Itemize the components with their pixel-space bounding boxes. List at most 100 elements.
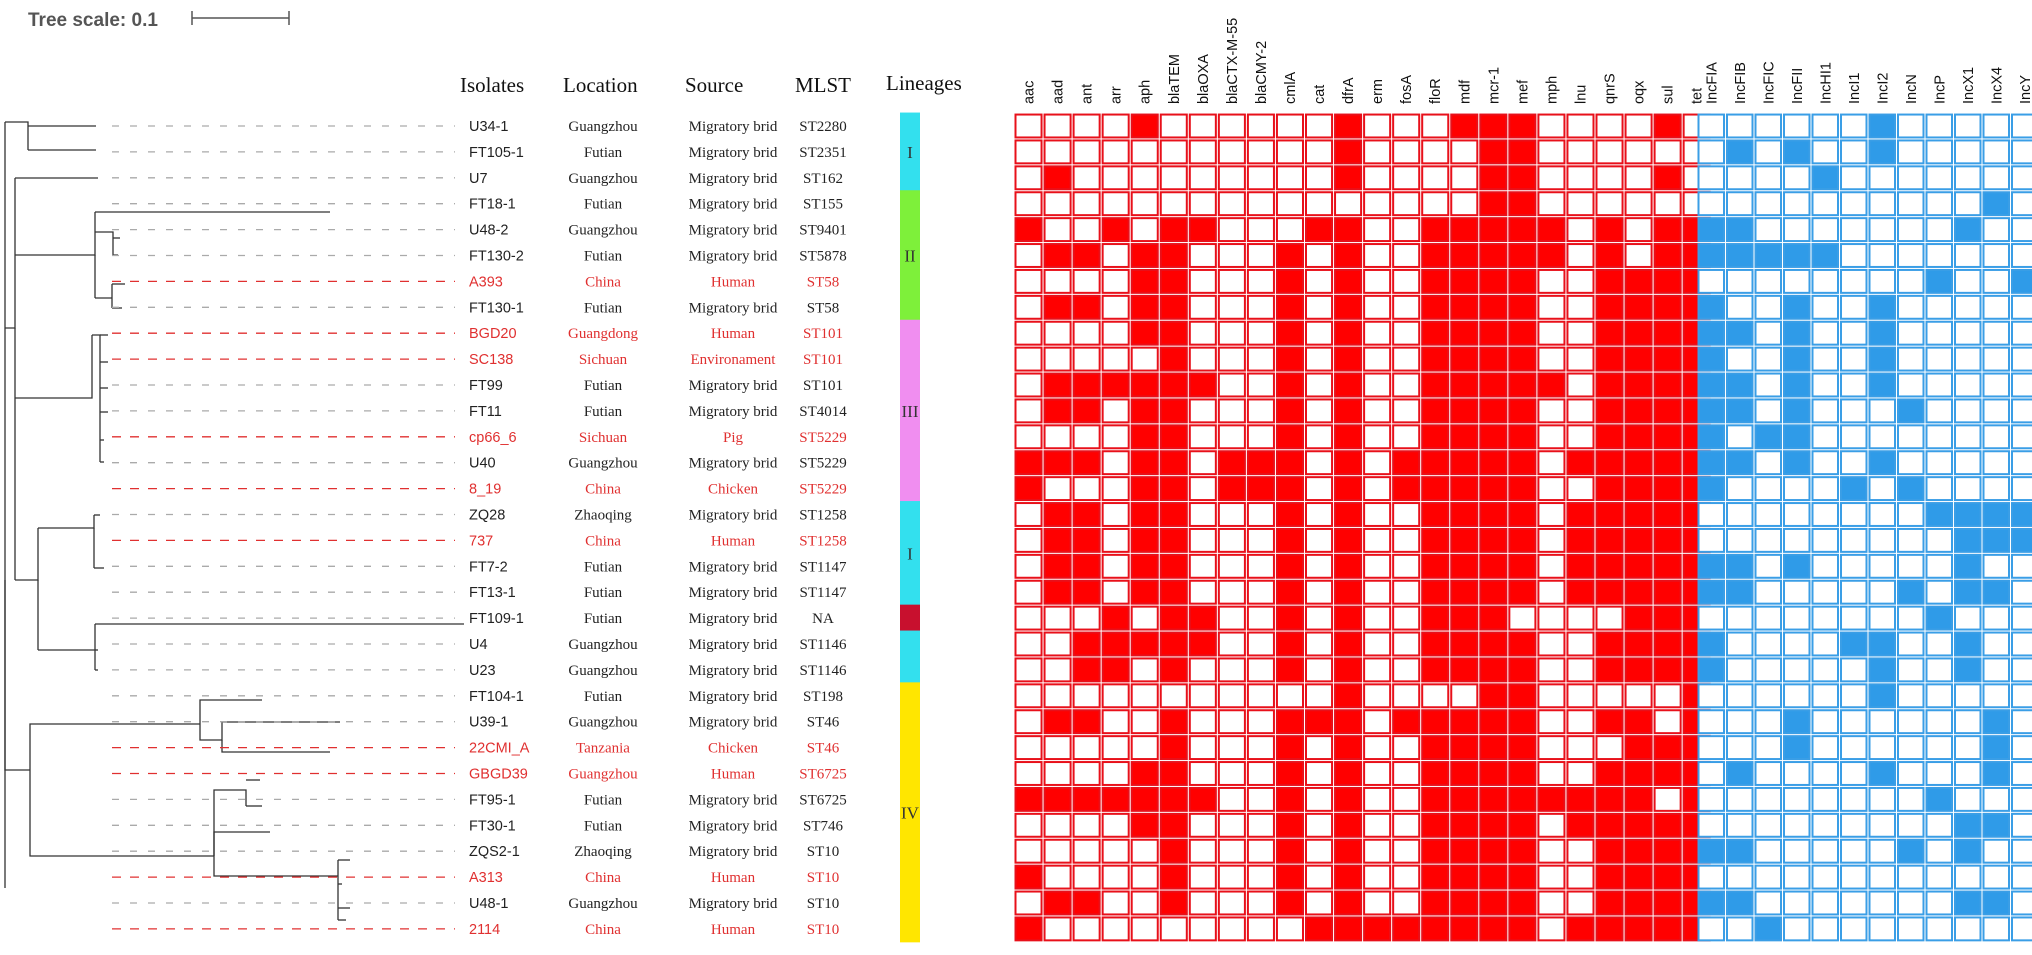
plasmid-cell-absent bbox=[1811, 890, 1839, 916]
arg-cell-present bbox=[1595, 838, 1624, 864]
plasmid-cell-absent bbox=[1783, 191, 1811, 217]
arg-cell-present bbox=[1072, 527, 1101, 553]
plasmid-cell-absent bbox=[1925, 424, 1953, 450]
arg-cell-present bbox=[1479, 735, 1508, 761]
isolate-row: FT130-2 Futian Migratory brid ST5878 bbox=[469, 249, 847, 265]
plasmid-cell-absent bbox=[1811, 553, 1839, 579]
plasmid-cell-absent bbox=[1897, 502, 1925, 527]
arg-cell-absent bbox=[1392, 424, 1421, 450]
plasmid-cell-absent bbox=[1868, 838, 1896, 864]
arg-cell-absent bbox=[1305, 579, 1334, 605]
plasmid-cell-absent bbox=[1754, 268, 1782, 294]
arg-cell-present bbox=[1101, 605, 1130, 631]
arg-cell-absent bbox=[1246, 502, 1275, 527]
arg-cell-present bbox=[1275, 709, 1304, 735]
arg-cell-absent bbox=[1566, 709, 1595, 735]
arg-cell-present bbox=[1450, 243, 1479, 268]
plasmid-cell-absent bbox=[1982, 838, 2010, 864]
arg-cell-present bbox=[1130, 812, 1159, 838]
arg-cell-absent bbox=[1217, 320, 1246, 346]
arg-cell-absent bbox=[1217, 631, 1246, 657]
isolate-name: 8_19 bbox=[469, 482, 501, 498]
plasmid-cell-absent bbox=[1897, 372, 1925, 398]
isolate-source: Human bbox=[711, 326, 756, 342]
arg-cell-absent bbox=[1537, 657, 1566, 683]
plasmid-cell-absent bbox=[1925, 553, 1953, 579]
plasmid-cell-absent bbox=[1840, 268, 1868, 294]
arg-cell-absent bbox=[1217, 165, 1246, 191]
isolate-row: U48-2 Guangzhou Migratory brid ST9401 bbox=[469, 223, 847, 239]
isolate-source: Chicken bbox=[708, 741, 758, 757]
gene-header: IncN bbox=[1904, 74, 1920, 104]
isolate-location: China bbox=[585, 482, 621, 498]
arg-cell-present bbox=[1130, 761, 1159, 786]
arg-cell-present bbox=[1421, 450, 1450, 476]
isolate-source: Migratory brid bbox=[689, 223, 778, 239]
arg-heatmap bbox=[1014, 113, 1711, 942]
arg-cell-present bbox=[1334, 346, 1363, 372]
arg-cell-absent bbox=[1246, 346, 1275, 372]
arg-cell-present bbox=[1275, 761, 1304, 786]
plasmid-cell-absent bbox=[1840, 346, 1868, 372]
plasmid-cell-present bbox=[1954, 553, 1982, 579]
plasmid-cell-present bbox=[1840, 476, 1868, 502]
plasmid-cell-absent bbox=[1811, 268, 1839, 294]
arg-cell-absent bbox=[1188, 424, 1217, 450]
plasmid-cell-absent bbox=[1982, 113, 2010, 139]
arg-cell-absent bbox=[1014, 553, 1043, 579]
arg-cell-present bbox=[1421, 553, 1450, 579]
plasmid-cell-absent bbox=[1954, 243, 1982, 268]
arg-cell-present bbox=[1334, 864, 1363, 890]
plasmid-cell-absent bbox=[1868, 812, 1896, 838]
plasmid-cell-present bbox=[1925, 786, 1953, 812]
isolate-row: U39-1 Guangzhou Migratory brid ST46 bbox=[469, 715, 840, 731]
arg-cell-absent bbox=[1043, 346, 1072, 372]
plasmid-cell-absent bbox=[1811, 709, 1839, 735]
arg-cell-absent bbox=[1450, 683, 1479, 709]
arg-cell-absent bbox=[1421, 113, 1450, 139]
arg-cell-absent bbox=[1101, 890, 1130, 916]
arg-cell-absent bbox=[1566, 631, 1595, 657]
plasmid-cell-present bbox=[1697, 424, 1725, 450]
arg-cell-present bbox=[1566, 527, 1595, 553]
arg-cell-absent bbox=[1653, 709, 1682, 735]
arg-cell-present bbox=[1653, 579, 1682, 605]
plasmid-cell-absent bbox=[1840, 527, 1868, 553]
arg-cell-present bbox=[1450, 916, 1479, 942]
arg-cell-present bbox=[1508, 372, 1537, 398]
plasmid-cell-absent bbox=[2011, 864, 2032, 890]
isolate-mlst: ST1258 bbox=[799, 533, 847, 549]
plasmid-cell-absent bbox=[2011, 890, 2032, 916]
arg-cell-present bbox=[1566, 812, 1595, 838]
isolate-mlst: ST46 bbox=[807, 741, 840, 757]
plasmid-cell-absent bbox=[1925, 683, 1953, 709]
gene-header: cat bbox=[1312, 85, 1328, 104]
tree-branch bbox=[199, 699, 262, 724]
isolate-row: FT109-1 Futian Migratory brid NA bbox=[469, 611, 834, 627]
gene-header: tet bbox=[1690, 88, 1706, 104]
plasmid-cell-absent bbox=[1868, 502, 1896, 527]
plasmid-cell-absent bbox=[1697, 165, 1725, 191]
arg-cell-present bbox=[1537, 786, 1566, 812]
plasmid-cell-absent bbox=[1925, 243, 1953, 268]
arg-cell-absent bbox=[1566, 890, 1595, 916]
arg-cell-present bbox=[1595, 890, 1624, 916]
plasmid-cell-absent bbox=[1954, 683, 1982, 709]
tree-branch bbox=[15, 212, 96, 256]
arg-cell-absent bbox=[1043, 191, 1072, 217]
plasmid-cell-absent bbox=[1982, 450, 2010, 476]
arg-cell-present bbox=[1450, 372, 1479, 398]
plasmid-cell-absent bbox=[1754, 502, 1782, 527]
arg-cell-present bbox=[1653, 165, 1682, 191]
plasmid-cell-absent bbox=[1697, 502, 1725, 527]
plasmid-cell-absent bbox=[2011, 139, 2032, 165]
isolate-name: FT7-2 bbox=[469, 559, 508, 575]
plasmid-cell-absent bbox=[1726, 683, 1754, 709]
isolate-mlst: ST746 bbox=[803, 818, 844, 834]
arg-cell-absent bbox=[1072, 320, 1101, 346]
arg-cell-absent bbox=[1537, 579, 1566, 605]
arg-cell-present bbox=[1653, 294, 1682, 320]
plasmid-cell-absent bbox=[1954, 709, 1982, 735]
arg-cell-present bbox=[1421, 268, 1450, 294]
tree-branch bbox=[221, 740, 330, 753]
